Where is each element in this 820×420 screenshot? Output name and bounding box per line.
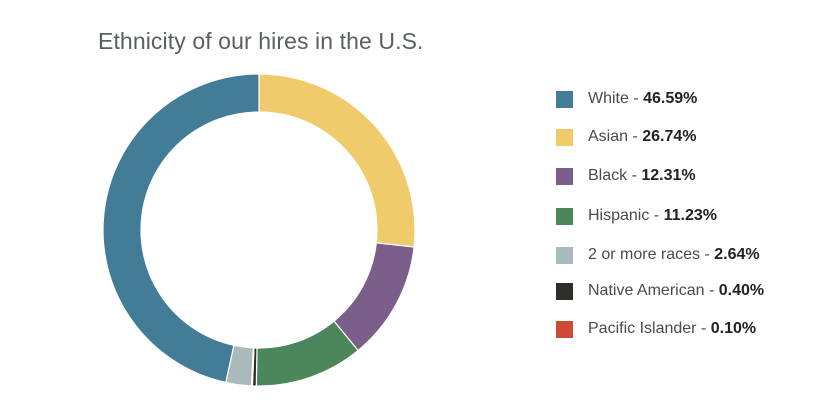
legend-separator: - xyxy=(696,320,711,337)
legend-value: 26.74% xyxy=(642,128,697,145)
legend-separator: - xyxy=(704,282,719,299)
legend-item-hispanic: Hispanic - 11.23% xyxy=(556,205,717,227)
legend-separator: - xyxy=(628,128,643,145)
legend-label: White xyxy=(588,90,629,107)
legend-item-white: White - 46.59% xyxy=(556,88,697,110)
legend-swatch xyxy=(556,207,573,225)
legend-label: 2 or more races xyxy=(588,246,701,263)
legend-swatch xyxy=(556,282,573,300)
legend-item-native-american: Native American - 0.40% xyxy=(556,280,764,302)
legend-swatch xyxy=(556,246,573,264)
legend-swatch xyxy=(556,90,573,108)
legend-separator: - xyxy=(700,246,715,263)
legend-label: Native American xyxy=(588,282,705,299)
legend-value: 11.23% xyxy=(663,207,717,224)
legend-value: 2.64% xyxy=(714,246,760,263)
legend-swatch xyxy=(556,167,573,185)
legend-swatch xyxy=(556,320,573,338)
donut-slice-black xyxy=(333,242,415,352)
legend-item-2-or-more-races: 2 or more races - 2.64% xyxy=(556,244,760,266)
chart-title: Ethnicity of our hires in the U.S. xyxy=(98,28,424,54)
donut-slice-white xyxy=(102,73,260,384)
legend-separator: - xyxy=(628,90,644,107)
legend-label: Pacific Islander xyxy=(588,320,697,337)
legend-label: Hispanic xyxy=(588,207,650,224)
legend-item-asian: Asian - 26.74% xyxy=(556,126,697,148)
donut-slice-asian xyxy=(258,73,416,248)
legend-value: 0.40% xyxy=(718,282,765,299)
legend-swatch xyxy=(556,128,573,146)
legend-item-pacific-islander: Pacific Islander - 0.10% xyxy=(556,318,756,340)
legend-separator: - xyxy=(649,207,664,224)
legend-label: Black xyxy=(588,167,628,184)
legend-label: Asian xyxy=(588,128,629,145)
legend-value: 0.10% xyxy=(710,320,757,337)
legend-separator: - xyxy=(627,167,642,184)
legend-value: 12.31% xyxy=(641,167,696,184)
legend-value: 46.59% xyxy=(643,90,698,107)
legend-item-black: Black - 12.31% xyxy=(556,165,696,187)
